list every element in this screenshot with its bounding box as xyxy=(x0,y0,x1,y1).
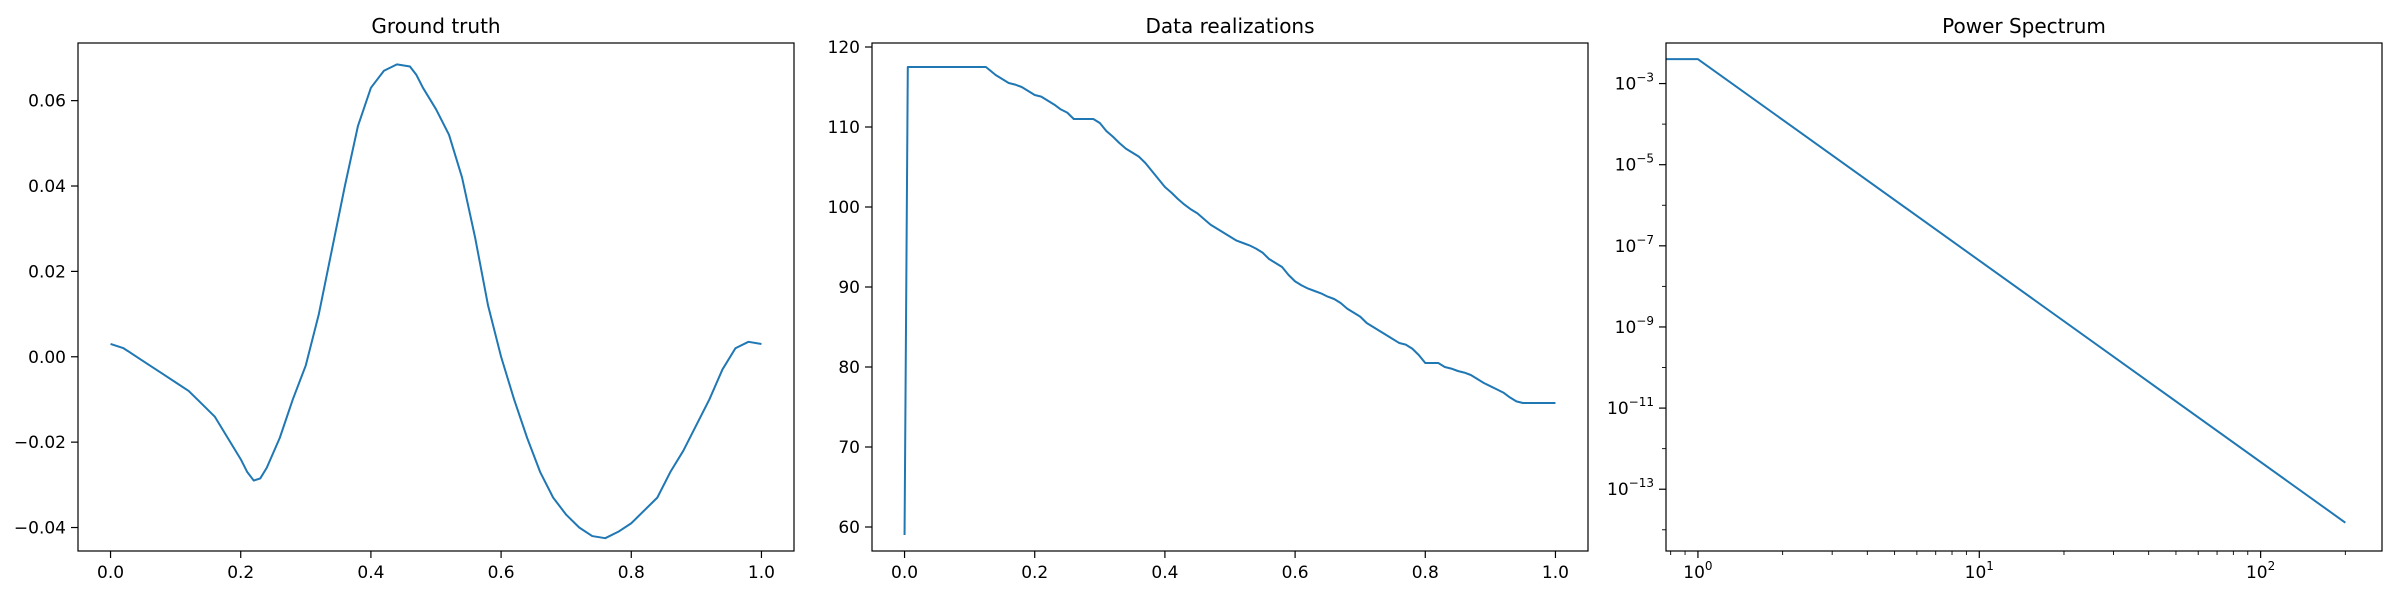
chart-title: Power Spectrum xyxy=(1942,14,2106,38)
chart-panel-ground-truth: Ground truth 0.0 0.2 0.4 0.6 0.8 1.0 −0.04 −0.0… xyxy=(14,14,795,583)
x-tick-label: 0.2 xyxy=(1021,563,1048,583)
y-tick-label: 60 xyxy=(838,518,860,538)
y-tick-label: 0.06 xyxy=(28,92,66,112)
chart-panel-power-spectrum: Power Spectrum 100 101 102 10−13 10−11 10−9 10… xyxy=(1607,14,2383,583)
x-tick-label: 102 xyxy=(2246,559,2275,583)
y-tick-label: 10−9 xyxy=(1615,314,1654,338)
plot-frame xyxy=(871,42,1589,552)
plot-frame xyxy=(1665,42,2383,552)
x-tick-label: 0.8 xyxy=(618,563,645,583)
y-tick-label: 90 xyxy=(838,278,860,298)
y-tick-label: 10−7 xyxy=(1615,233,1654,257)
y-tick-label: 10−3 xyxy=(1615,71,1654,95)
chart-title: Ground truth xyxy=(371,14,500,38)
x-tick-label: 1.0 xyxy=(748,563,775,583)
y-tick-label: 0.00 xyxy=(28,348,66,368)
x-tick-label: 0.0 xyxy=(97,563,124,583)
plot-frame xyxy=(77,42,795,552)
y-tick-label: −0.04 xyxy=(14,519,66,539)
y-tick-label: 0.02 xyxy=(28,262,66,282)
x-tick-label: 0.8 xyxy=(1412,563,1439,583)
x-tick-label: 1.0 xyxy=(1542,563,1569,583)
y-tick-label: 0.04 xyxy=(28,177,66,197)
y-tick-label: 10−13 xyxy=(1607,476,1654,500)
x-tick-label: 0.6 xyxy=(488,563,515,583)
chart-panel-data-realizations: Data realizations 0.0 0.2 0.4 0.6 0.8 1.0 60 70… xyxy=(828,14,1589,583)
chart-title: Data realizations xyxy=(1145,14,1314,38)
x-tick-label: 0.4 xyxy=(1151,563,1178,583)
y-tick-label: 120 xyxy=(828,38,860,58)
y-tick-label: −0.02 xyxy=(14,433,66,453)
x-tick-label: 101 xyxy=(1965,559,1994,583)
x-tick-label: 100 xyxy=(1683,559,1712,583)
series-line xyxy=(1666,58,2346,524)
x-tick-label: 0.2 xyxy=(227,563,254,583)
y-tick-label: 10−5 xyxy=(1615,152,1654,176)
series-line xyxy=(110,63,762,540)
x-tick-label: 0.4 xyxy=(357,563,384,583)
y-tick-label: 70 xyxy=(838,438,860,458)
series-line xyxy=(903,66,1556,536)
x-tick-label: 0.0 xyxy=(891,563,918,583)
y-tick-label: 100 xyxy=(828,198,860,218)
y-tick-label: 80 xyxy=(838,358,860,378)
x-tick-label: 0.6 xyxy=(1282,563,1309,583)
y-tick-label: 110 xyxy=(828,118,860,138)
y-tick-label: 10−11 xyxy=(1607,395,1654,419)
